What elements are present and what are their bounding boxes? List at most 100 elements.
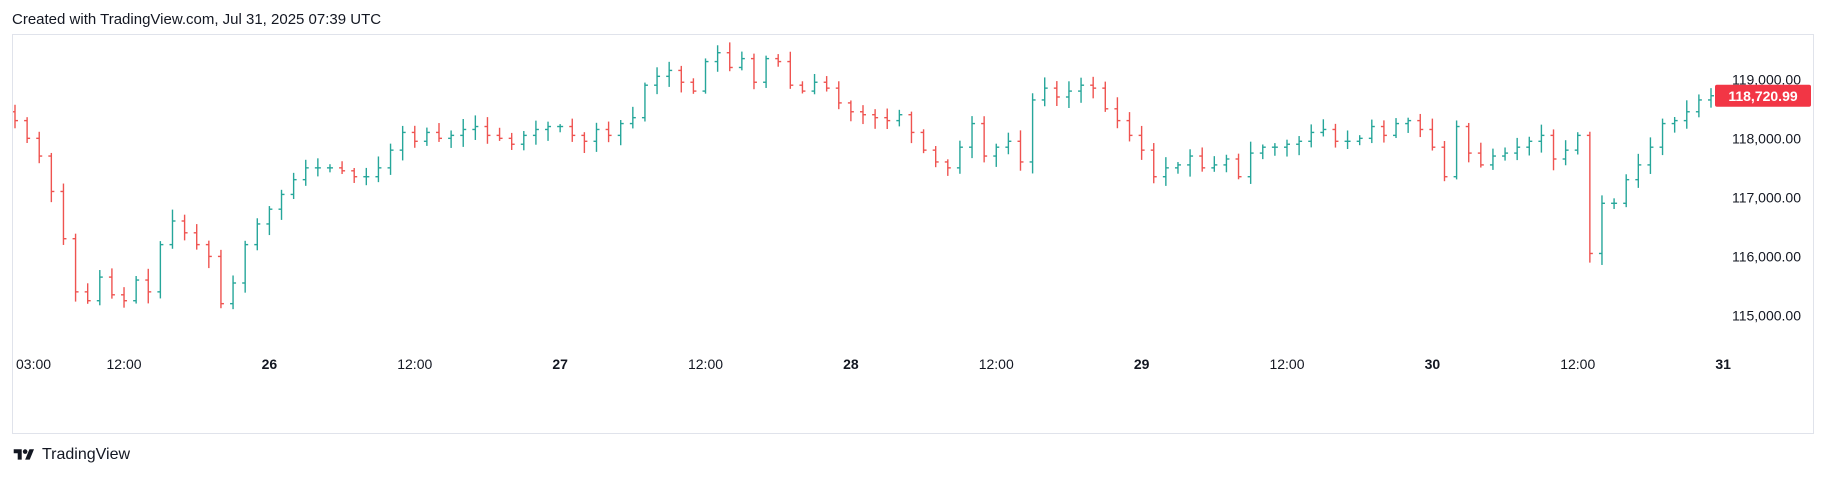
ohlc-bar bbox=[1344, 130, 1351, 150]
price-chart[interactable]: 115,000.00 116,000.00 117,000.00 118,000.00… bbox=[13, 35, 1813, 433]
price-axis-tick-label: 119,000.00 bbox=[1732, 71, 1801, 87]
ohlc-bar bbox=[799, 81, 806, 94]
chart-frame[interactable]: 115,000.00 116,000.00 117,000.00 118,000.00… bbox=[12, 34, 1814, 434]
ohlc-bar bbox=[1211, 156, 1218, 172]
ohlc-bar bbox=[1538, 124, 1545, 153]
ohlc-bar bbox=[1150, 143, 1157, 184]
ohlc-bar bbox=[363, 167, 370, 186]
ohlc-bar bbox=[508, 132, 515, 150]
ohlc-bar bbox=[302, 159, 309, 186]
ohlc-bar bbox=[1417, 113, 1424, 138]
ohlc-bar bbox=[605, 121, 612, 143]
ohlc-bar bbox=[738, 51, 745, 71]
time-axis-tick-label: 03:00 bbox=[16, 356, 51, 372]
ohlc-bar bbox=[1586, 131, 1593, 263]
ohlc-bar bbox=[581, 132, 588, 154]
ohlc-bar bbox=[375, 156, 382, 183]
ohlc-bar bbox=[678, 65, 685, 93]
ohlc-bar bbox=[217, 249, 224, 309]
ohlc-bar bbox=[811, 73, 818, 95]
ohlc-bar bbox=[36, 131, 43, 164]
ohlc-bar bbox=[230, 275, 237, 310]
ohlc-bar bbox=[545, 121, 552, 141]
ohlc-bar bbox=[48, 152, 55, 203]
ohlc-bar bbox=[181, 214, 188, 241]
ohlc-bar bbox=[411, 125, 418, 148]
ohlc-bar bbox=[205, 240, 212, 269]
ohlc-bar bbox=[714, 45, 721, 72]
ohlc-bar bbox=[254, 218, 261, 251]
ohlc-bar bbox=[860, 105, 866, 125]
ohlc-bar bbox=[1308, 124, 1315, 148]
tradingview-logo-icon[interactable] bbox=[12, 447, 36, 463]
ohlc-bar bbox=[169, 209, 176, 249]
ohlc-bar bbox=[908, 111, 915, 144]
ohlc-bar bbox=[847, 100, 854, 122]
ohlc-bar bbox=[399, 125, 406, 161]
time-axis-tick-label: 27 bbox=[552, 356, 568, 372]
ohlc-bar bbox=[84, 283, 91, 304]
ohlc-bar bbox=[884, 108, 891, 130]
ohlc-bar bbox=[1393, 118, 1400, 139]
price-axis[interactable]: 115,000.00 116,000.00 117,000.00 118,000.00… bbox=[1732, 71, 1801, 323]
ohlc-bar bbox=[290, 172, 297, 200]
price-axis-tick-label: 115,000.00 bbox=[1732, 307, 1801, 323]
ohlc-bar bbox=[1174, 162, 1181, 174]
ohlc-bar bbox=[387, 143, 394, 175]
ohlc-bar bbox=[1489, 148, 1496, 170]
ohlc-bar bbox=[1029, 93, 1036, 174]
ohlc-bar bbox=[1114, 97, 1121, 129]
price-axis-tick-label: 116,000.00 bbox=[1732, 248, 1801, 264]
ohlc-bar bbox=[72, 233, 79, 302]
ohlc-bar bbox=[666, 61, 673, 87]
time-axis-tick-label: 12:00 bbox=[688, 356, 723, 372]
time-axis-tick-label: 30 bbox=[1425, 356, 1441, 372]
ohlc-bar bbox=[1053, 81, 1060, 107]
ohlc-bar bbox=[872, 109, 879, 129]
time-axis-tick-label: 28 bbox=[843, 356, 859, 372]
ohlc-bar bbox=[750, 53, 757, 90]
ohlc-bar bbox=[557, 124, 564, 133]
ohlc-bar bbox=[1138, 125, 1145, 160]
ohlc-bar bbox=[460, 119, 467, 147]
ohlc-bar bbox=[1695, 94, 1702, 118]
ohlc-bar bbox=[520, 130, 527, 151]
ohlc-bar bbox=[145, 268, 152, 304]
last-price-badge: 118,720.99 bbox=[1715, 84, 1811, 107]
ohlc-bar bbox=[242, 240, 249, 293]
ohlc-bar bbox=[1683, 100, 1690, 129]
ohlc-bar bbox=[1356, 135, 1363, 146]
ohlc-bar bbox=[956, 140, 963, 174]
ohlc-bar bbox=[1296, 136, 1303, 156]
ohlc-bar bbox=[654, 67, 661, 95]
ohlc-bar bbox=[690, 78, 697, 94]
ohlc-bar bbox=[593, 122, 600, 152]
time-axis-tick-label: 12:00 bbox=[1560, 356, 1595, 372]
footer-brand-label: TradingView bbox=[42, 446, 131, 463]
ohlc-bar bbox=[1005, 132, 1012, 155]
ohlc-bar bbox=[60, 183, 67, 245]
ohlc-bar bbox=[1065, 81, 1072, 109]
last-price-badge-background bbox=[1715, 84, 1811, 107]
ohlc-bar bbox=[702, 58, 709, 94]
ohlc-bar bbox=[1429, 118, 1436, 151]
ohlc-bar bbox=[96, 270, 103, 306]
time-axis[interactable]: 03:00 12:00 26 12:00 27 12:00 28 12:00 29 12:00 30… bbox=[16, 356, 1813, 372]
footer-brand[interactable]: TradingView bbox=[12, 446, 130, 464]
ohlc-bar bbox=[823, 76, 830, 92]
ohlc-bar bbox=[1235, 153, 1242, 180]
ohlc-bar bbox=[278, 189, 285, 220]
ohlc-bar bbox=[472, 115, 479, 140]
ohlc-bar bbox=[1562, 140, 1569, 166]
ohlc-bar bbox=[193, 224, 200, 250]
ohlc-bar bbox=[484, 117, 491, 144]
ohlc-bar bbox=[436, 123, 442, 142]
ohlc-bar bbox=[1126, 112, 1133, 142]
ohlc-bar bbox=[1659, 118, 1666, 156]
ohlc-bar bbox=[1635, 153, 1642, 188]
ohlc-bar bbox=[121, 287, 128, 308]
ohlc-bar bbox=[339, 161, 346, 175]
ohlc-bar bbox=[835, 81, 842, 110]
ohlc-bar bbox=[1223, 154, 1230, 173]
ohlc-bar bbox=[629, 106, 636, 129]
